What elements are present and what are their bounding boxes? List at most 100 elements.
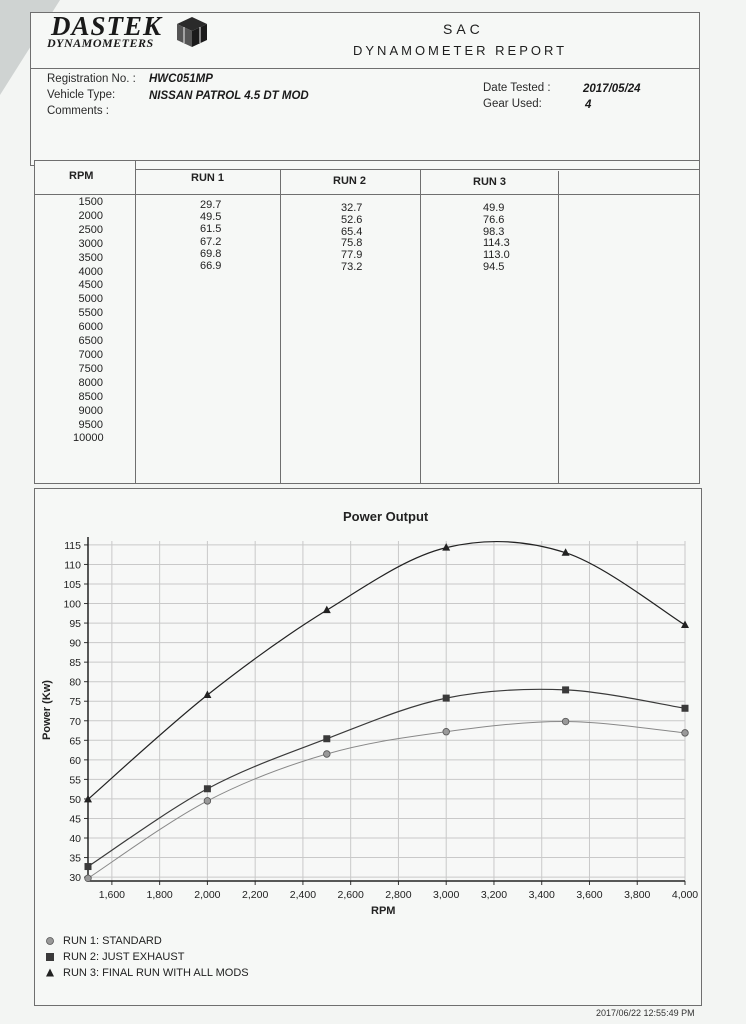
series-1-point xyxy=(203,797,212,805)
y-tick-label: 115 xyxy=(64,540,81,552)
print-timestamp: 2017/06/22 12:55:49 PM xyxy=(596,1008,695,1018)
table-cell: 75.8 xyxy=(341,237,363,250)
y-tick-label: 90 xyxy=(69,638,81,650)
table-cell: 66.9 xyxy=(200,260,222,273)
table-cell: 52.6 xyxy=(341,213,363,226)
triangle-marker-icon xyxy=(45,968,55,978)
y-tick-label: 75 xyxy=(69,696,81,708)
table-cell: 6500 xyxy=(78,335,103,348)
table-cell: 76.6 xyxy=(483,213,505,226)
table-cell: 114.3 xyxy=(483,237,510,250)
table-cell: 9000 xyxy=(78,404,103,417)
y-tick-label: 85 xyxy=(69,657,81,669)
circle-marker-icon xyxy=(45,936,55,946)
table-col-divider xyxy=(420,169,421,483)
y-tick-label: 95 xyxy=(69,618,81,630)
y-tick-label: 110 xyxy=(64,559,81,571)
table-cell: 113.0 xyxy=(483,249,510,262)
gear-used-value: 4 xyxy=(585,99,592,111)
table-cell: 8500 xyxy=(78,390,103,403)
x-tick-label: 3,600 xyxy=(576,889,602,901)
y-tick-label: 70 xyxy=(69,716,81,728)
cube-logo-icon xyxy=(177,17,207,47)
registration-label: Registration No. : xyxy=(47,73,136,85)
series-1-point xyxy=(442,728,450,736)
series-2-point xyxy=(323,735,331,743)
power-output-chart: 30 35 40 45 50 55 60 65 70 75 80 85 90 95 100 105 110 115… xyxy=(63,537,698,901)
series-2-point xyxy=(203,785,211,793)
table-cell: 7000 xyxy=(78,348,103,361)
table-cell: 67.2 xyxy=(200,235,222,248)
series-1-point xyxy=(323,750,331,758)
square-marker-icon xyxy=(45,952,55,962)
dastek-logo: DASTEK DYNAMOMETERS xyxy=(45,11,215,55)
gear-used-label: Gear Used: xyxy=(483,98,542,110)
x-tick-label: 2,400 xyxy=(290,889,316,901)
date-tested-value: 2017/05/24 xyxy=(583,83,641,95)
date-tested-label: Date Tested : xyxy=(483,82,551,94)
series-3-point xyxy=(442,543,451,551)
table-header-run1: RUN 1 xyxy=(191,172,225,184)
series-2-point xyxy=(562,686,570,694)
x-tick-label: 2,000 xyxy=(194,889,220,901)
table-cell: 7500 xyxy=(78,362,103,375)
y-tick-label: 35 xyxy=(69,853,81,865)
table-cell: 6000 xyxy=(78,321,103,334)
table-cell: 9500 xyxy=(78,418,103,431)
series-2-point xyxy=(681,704,689,712)
table-header-rpm: RPM xyxy=(69,170,94,182)
table-cell: 1500 xyxy=(78,196,103,208)
y-tick-label: 60 xyxy=(69,755,81,767)
table-cell: 49.9 xyxy=(483,202,505,214)
series-line-3 xyxy=(87,540,686,800)
series-1-point xyxy=(681,729,689,737)
y-tick-label: 45 xyxy=(69,813,81,825)
legend-label: RUN 3: FINAL RUN WITH ALL MODS xyxy=(63,967,249,979)
series-2-point xyxy=(84,863,92,871)
x-tick-label: 4,000 xyxy=(672,889,698,901)
y-tick-label: 105 xyxy=(63,579,81,591)
table-cell: 4500 xyxy=(78,279,103,292)
logo-sub-text: DYNAMOMETERS xyxy=(47,36,154,50)
table-cell: 2500 xyxy=(78,223,103,236)
series-3-point xyxy=(681,620,689,629)
legend-item: RUN 1: STANDARD xyxy=(45,933,249,949)
x-tick-label: 1,800 xyxy=(146,889,172,901)
x-tick-label: 3,000 xyxy=(433,889,459,901)
legend-label: RUN 1: STANDARD xyxy=(63,935,162,947)
org-name: SAC xyxy=(443,21,484,37)
table-cell: 4000 xyxy=(78,265,103,278)
chart-title: Power Output xyxy=(343,509,429,524)
table-cell: 3500 xyxy=(78,251,103,264)
y-tick-label: 100 xyxy=(63,599,81,611)
table-col-divider xyxy=(280,169,281,483)
chart-legend: RUN 1: STANDARD RUN 2: JUST EXHAUST RUN 3:… xyxy=(45,933,249,981)
series-2-point xyxy=(442,694,450,702)
legend-item: RUN 2: JUST EXHAUST xyxy=(45,949,249,965)
table-cell: 5000 xyxy=(78,293,103,306)
plot-area xyxy=(88,541,685,881)
table-cell: 3000 xyxy=(78,237,103,250)
table-cell: 98.3 xyxy=(483,225,505,238)
logo-main-text: DASTEK xyxy=(51,11,163,41)
series-line-2 xyxy=(87,688,686,868)
y-tick-label: 65 xyxy=(69,735,81,747)
table-cell: 10000 xyxy=(73,432,104,445)
table-cell: 65.4 xyxy=(341,225,363,238)
table-cell: 29.7 xyxy=(200,199,222,211)
table-cell: 69.8 xyxy=(200,247,222,260)
x-tick-label: 3,800 xyxy=(624,889,650,901)
rpm-column: 1500 2000 2500 3000 3500 4000 4500 5000 5500 6000… xyxy=(73,196,104,446)
y-tick-label: 30 xyxy=(69,872,81,884)
comments-label: Comments : xyxy=(47,105,109,117)
y-tick-label: 40 xyxy=(69,833,81,845)
y-tick-label: 50 xyxy=(69,794,81,806)
vehicle-type-value: NISSAN PATROL 4.5 DT MOD xyxy=(149,90,309,102)
legend-item: RUN 3: FINAL RUN WITH ALL MODS xyxy=(45,965,249,981)
run1-column: 29.7 49.5 61.5 67.2 69.8 66.9 xyxy=(200,199,221,272)
series-3-point xyxy=(84,794,92,803)
table-cell: 77.9 xyxy=(341,249,363,262)
series-line-1 xyxy=(87,721,686,879)
series-1-point xyxy=(561,717,570,726)
